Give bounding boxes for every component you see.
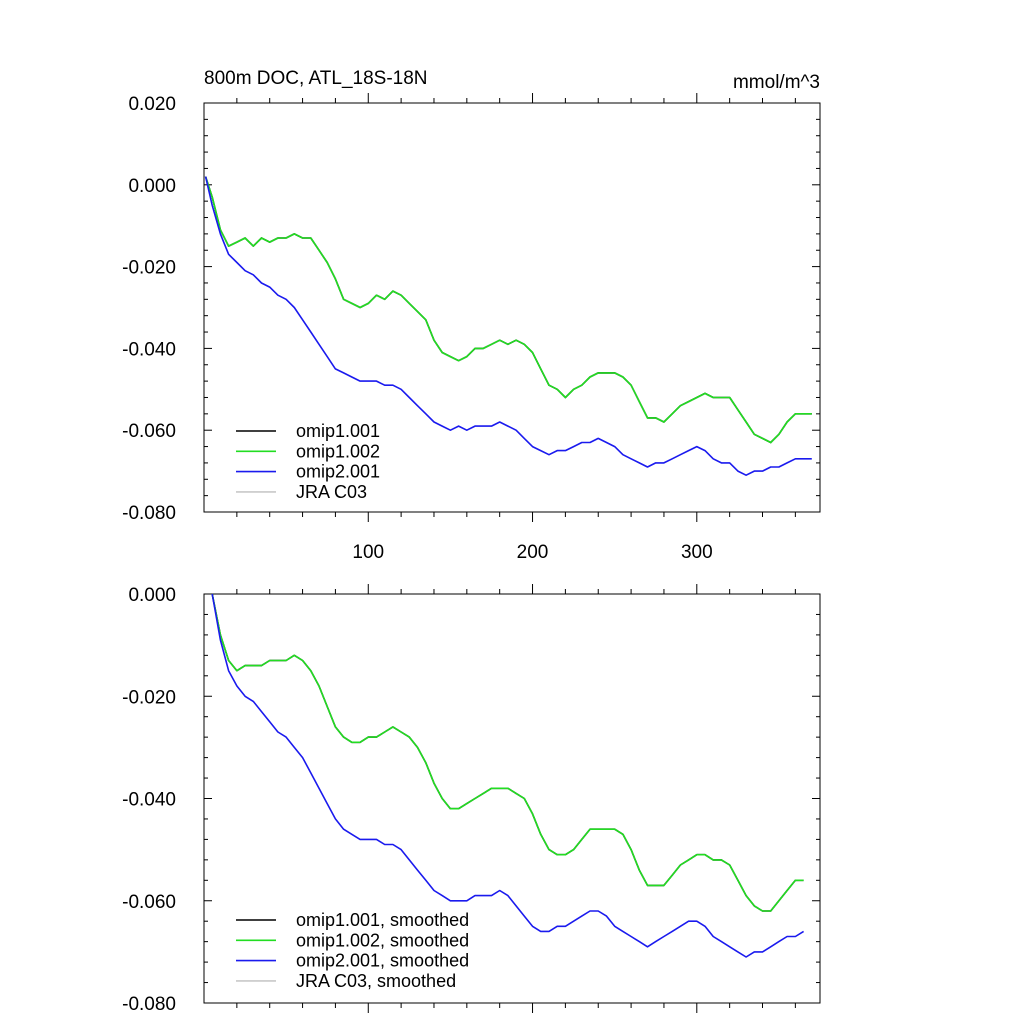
legend-label: omip1.001	[296, 421, 380, 441]
legend-label: omip1.002	[296, 441, 380, 461]
y-tick-label: -0.020	[122, 258, 176, 279]
units-label: mmol/m^3	[733, 72, 820, 93]
x-tick-labels: 100 200 300	[352, 542, 712, 563]
y-tick-label: 0.000	[128, 585, 176, 606]
x-tick-label: 200	[517, 542, 549, 563]
y-tick-label: -0.020	[122, 687, 176, 708]
legend-label: omip2.001	[296, 462, 380, 482]
x-tick-label: 300	[681, 542, 713, 563]
legend-label: omip1.002, smoothed	[296, 930, 469, 950]
y-tick-label: 0.020	[128, 94, 176, 115]
y-tick-label: -0.040	[122, 339, 176, 360]
legend-label: JRA C03, smoothed	[296, 971, 456, 991]
series-line-omip2-001-smoothed	[211, 593, 805, 958]
y-tick-labels: 0.020 0.000 -0.020 -0.040 -0.060 -0.080	[122, 94, 176, 524]
tick-group	[204, 93, 820, 522]
panel-raw: 800m DOC, ATL_18S-18N mmol/m^3 0.020 0.00…	[122, 68, 821, 563]
legend-label: omip2.001, smoothed	[296, 951, 469, 971]
panel-smoothed: 0.000 -0.020 -0.040 -0.060 -0.080 omip1.001,…	[122, 584, 821, 1015]
chart-title: 800m DOC, ATL_18S-18N	[204, 68, 428, 89]
x-tick-label: 100	[352, 542, 384, 563]
legend-label: JRA C03	[296, 482, 367, 502]
y-tick-label: -0.060	[122, 892, 176, 913]
y-tick-labels: 0.000 -0.020 -0.040 -0.060 -0.080	[122, 585, 176, 1015]
series-line-omip1-002-smoothed	[211, 593, 804, 912]
y-tick-label: -0.080	[122, 503, 176, 524]
series-group	[204, 176, 812, 477]
y-tick-label: -0.040	[122, 790, 176, 811]
legend-label: omip1.001, smoothed	[296, 910, 469, 930]
y-tick-label: 0.000	[128, 176, 176, 197]
plot-frame	[203, 102, 821, 513]
tick-group	[204, 584, 820, 1013]
y-tick-label: -0.080	[122, 994, 176, 1015]
series-line-omip2-001	[204, 176, 812, 477]
y-tick-label: -0.060	[122, 421, 176, 442]
series-line-omip1-002	[204, 176, 812, 444]
series-group	[211, 593, 805, 958]
series-line-omip1-001-smoothed	[211, 593, 804, 912]
